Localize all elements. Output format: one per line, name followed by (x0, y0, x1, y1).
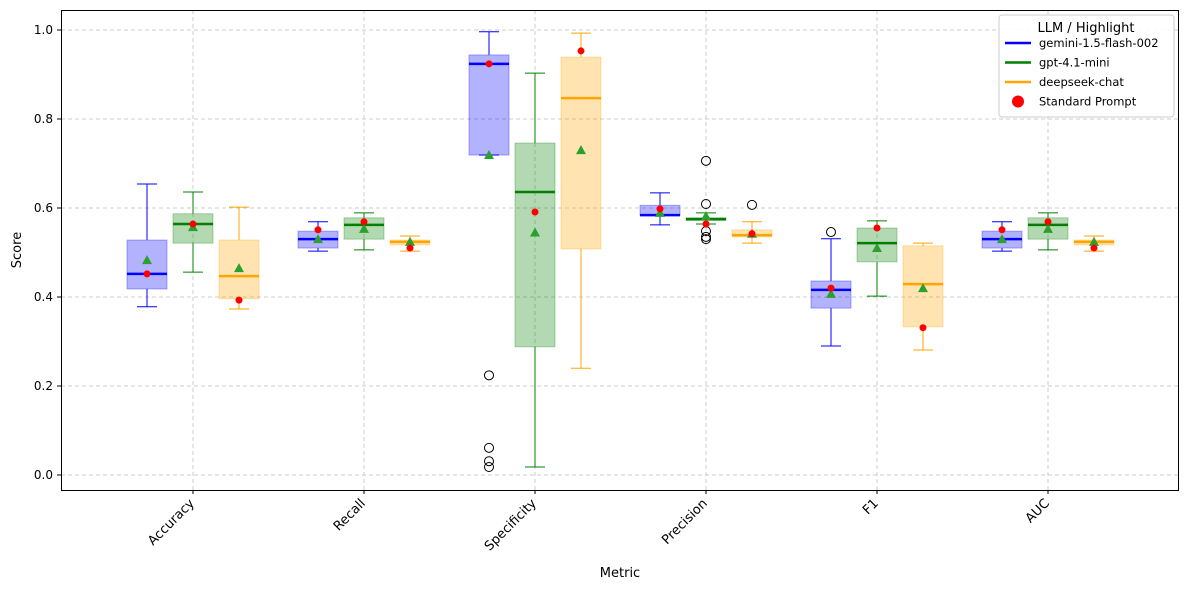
mean-marker (918, 283, 928, 293)
standard-prompt-point (360, 218, 368, 226)
x-tick-label: F1 (860, 496, 882, 518)
mean-marker (359, 223, 369, 233)
y-tick-label: 0.2 (34, 379, 53, 393)
standard-prompt-point (1090, 244, 1098, 252)
standard-prompt-point (873, 224, 881, 232)
standard-prompt-point (577, 47, 585, 55)
standard-prompt-point (314, 226, 322, 234)
legend-title: LLM / Highlight (1037, 21, 1134, 36)
box-gpt-4.1-mini-Accuracy (172, 191, 214, 273)
mean-marker (872, 243, 882, 253)
standard-prompt-point (702, 220, 710, 228)
standard-prompt-point (485, 60, 493, 68)
standard-prompt-point (656, 205, 664, 213)
legend-frame (998, 14, 1175, 118)
boxes (126, 31, 1115, 472)
y-tick-label: 0.6 (34, 201, 53, 215)
y-tick-label: 1.0 (34, 23, 53, 37)
mean-marker (997, 234, 1007, 244)
standard-prompt-point (189, 220, 197, 228)
box-gemini-1.5-flash-002-AUC (981, 221, 1023, 252)
outlier-point (701, 155, 711, 166)
legend-marker-swatch (1012, 95, 1024, 108)
outlier-point (484, 370, 494, 381)
x-tick-label: AUC (1023, 496, 1053, 526)
box-deepseek-chat-F1 (902, 242, 944, 351)
box-gemini-1.5-flash-002-F1 (810, 227, 852, 347)
box-gpt-4.1-mini-Specificity (514, 72, 556, 468)
y-axis-label: Score (10, 232, 25, 268)
outlier-point (826, 227, 836, 238)
mean-marker (655, 207, 665, 217)
standard-prompt-point (531, 208, 539, 216)
mean-marker (142, 255, 152, 265)
legend-entry-label: deepseek-chat (1039, 75, 1124, 89)
x-tick-label: Specificity (482, 496, 540, 554)
box-iqr (126, 239, 168, 290)
standard-prompt-point (998, 226, 1006, 234)
mean-marker (576, 145, 586, 155)
mean-marker (701, 211, 711, 221)
legend-entry-label: Standard Prompt (1039, 95, 1137, 109)
outlier-point (747, 199, 757, 210)
x-tick-label: Recall (331, 496, 369, 534)
box-deepseek-chat-Accuracy (218, 206, 260, 310)
legend-entry-label: gemini-1.5-flash-002 (1039, 36, 1159, 50)
standard-prompt-point (235, 296, 243, 304)
standard-prompt-point (1044, 218, 1052, 226)
outlier-point (701, 234, 711, 245)
standard-prompt-point (406, 244, 414, 252)
standard-prompt-point (919, 324, 927, 332)
x-axis: Accuracy Recall Specificity Precision F1 AUC (145, 490, 1053, 554)
box-deepseek-chat-AUC (1073, 235, 1115, 252)
standard-prompt-point (827, 284, 835, 292)
box-deepseek-chat-Specificity (560, 32, 602, 369)
box-gemini-1.5-flash-002-Specificity (468, 31, 510, 472)
box-gemini-1.5-flash-002-Precision (639, 192, 681, 226)
y-axis: 0.0 0.2 0.4 0.6 0.8 1.0 (34, 23, 61, 482)
standard-prompt-point (143, 270, 151, 278)
outlier-point (701, 198, 711, 209)
y-tick-label: 0.8 (34, 112, 53, 126)
box-deepseek-chat-Precision (731, 199, 773, 244)
box-iqr (468, 54, 510, 156)
y-tick-label: 0.0 (34, 468, 53, 482)
box-deepseek-chat-Recall (389, 235, 431, 252)
outlier-point (484, 442, 494, 453)
mean-marker (313, 234, 323, 244)
mean-marker (1089, 236, 1099, 246)
mean-marker (826, 288, 836, 298)
mean-marker (405, 236, 415, 246)
box-gemini-1.5-flash-002-Recall (297, 221, 339, 252)
x-tick-label: Accuracy (145, 496, 198, 549)
mean-marker (234, 263, 244, 273)
legend: LLM / Highlight gemini-1.5-flash-002 gpt-… (998, 14, 1175, 118)
x-tick-label: Precision (659, 496, 711, 548)
x-axis-label: Metric (600, 566, 640, 581)
box-gpt-4.1-mini-Precision (685, 155, 727, 245)
legend-entry-label: gpt-4.1-mini (1039, 56, 1110, 70)
mean-marker (484, 150, 494, 160)
outlier-point (701, 231, 711, 242)
box-gpt-4.1-mini-Recall (343, 212, 385, 251)
mean-marker (1043, 223, 1053, 233)
box-iqr (514, 142, 556, 348)
box-gpt-4.1-mini-AUC (1027, 212, 1069, 251)
outlier-point (484, 456, 494, 467)
box-gemini-1.5-flash-002-Accuracy (126, 183, 168, 308)
outlier-point (484, 461, 494, 472)
y-tick-label: 0.4 (34, 290, 53, 304)
standard-prompt-point (748, 230, 756, 238)
box-gpt-4.1-mini-F1 (856, 220, 898, 297)
mean-marker (530, 227, 540, 237)
plot-frame (61, 10, 1179, 491)
